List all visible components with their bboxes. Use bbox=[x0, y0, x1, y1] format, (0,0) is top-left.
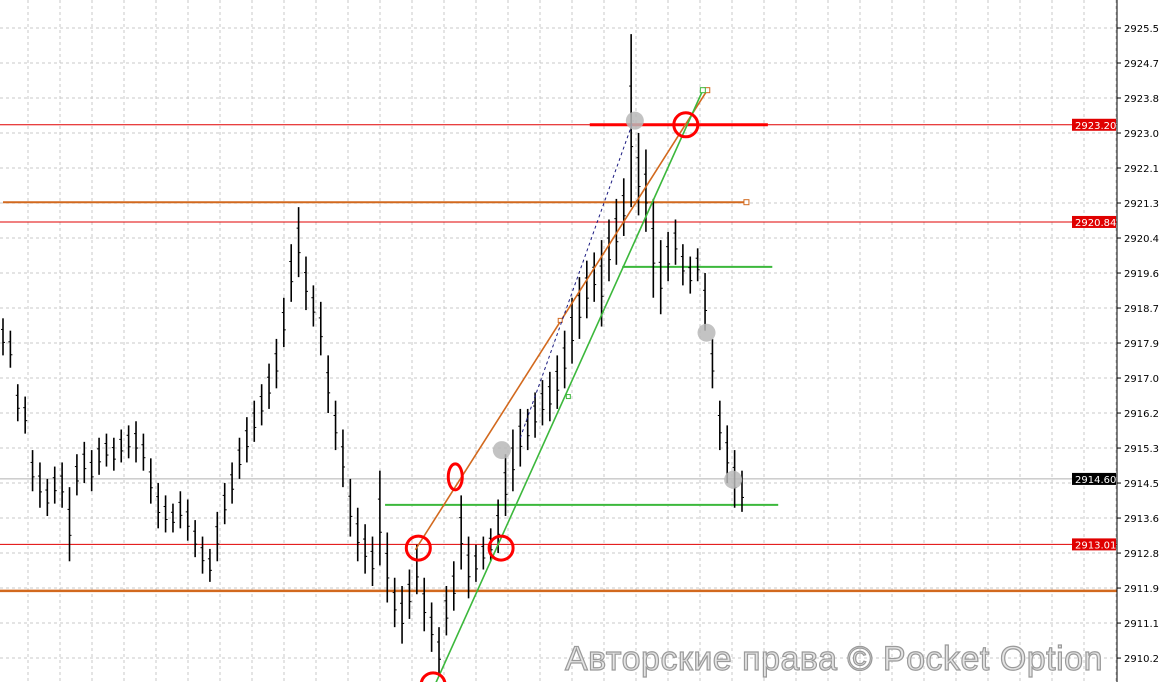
red-circle-annotation bbox=[404, 534, 432, 562]
axis-tick-label: 2914.50 bbox=[1124, 479, 1159, 490]
axis-tick-label: 2916.20 bbox=[1124, 409, 1159, 420]
axis-tick-label: 2917.05 bbox=[1124, 374, 1159, 385]
trendlines[interactable] bbox=[414, 87, 711, 682]
watermark: Авторские права © Pocket Option bbox=[564, 639, 1103, 678]
axis-tick-label: 2913.65 bbox=[1124, 514, 1159, 525]
axis-tick-label: 2920.45 bbox=[1124, 234, 1159, 245]
axis-tick-label: 2917.90 bbox=[1124, 339, 1159, 350]
axis-tick-label: 2924.70 bbox=[1124, 59, 1159, 70]
trendline-anchor bbox=[699, 87, 706, 94]
price-label-bg bbox=[1072, 472, 1116, 485]
axis-tick-label: 2921.30 bbox=[1124, 199, 1159, 210]
price-label-bg bbox=[1072, 538, 1116, 551]
price-labels: 2923.20 2920.84 2914.60 2913.01 bbox=[1072, 118, 1116, 551]
axis-tick-label: 2910.25 bbox=[1124, 654, 1159, 665]
axis-tick-label: 2911.95 bbox=[1124, 584, 1159, 595]
level-anchor-square bbox=[743, 199, 750, 206]
axis-tick-label: 2925.55 bbox=[1124, 24, 1159, 35]
gray-circle-marker bbox=[697, 323, 716, 342]
trendline bbox=[519, 120, 634, 438]
price-label-bg bbox=[1072, 215, 1116, 228]
gray-circle-marker bbox=[724, 470, 743, 489]
axis-tick-label: 2923.00 bbox=[1124, 129, 1159, 140]
axis-tick-label: 2918.75 bbox=[1124, 304, 1159, 315]
trendline-mid-anchor bbox=[565, 394, 571, 400]
red-circle-annotation bbox=[419, 671, 447, 682]
horizontal-levels bbox=[0, 123, 1117, 593]
axis-tick-label: 2923.85 bbox=[1124, 94, 1159, 105]
price-bars bbox=[1, 34, 744, 677]
red-circle-annotation bbox=[672, 111, 700, 139]
red-circle-annotation bbox=[446, 462, 464, 492]
price-label-bg bbox=[1072, 118, 1116, 131]
axis-tick-label: 2911.10 bbox=[1124, 619, 1159, 630]
trendline-mid-anchor bbox=[557, 317, 563, 323]
price-label: 2914.60 bbox=[1075, 475, 1116, 486]
axis-tick-label: 2915.35 bbox=[1124, 444, 1159, 455]
price-label: 2913.01 bbox=[1075, 540, 1116, 551]
axis-tick-label: 2912.80 bbox=[1124, 549, 1159, 560]
price-label: 2920.84 bbox=[1075, 218, 1116, 229]
gray-circle-marker bbox=[492, 441, 511, 460]
price-label: 2923.20 bbox=[1075, 121, 1116, 132]
grid bbox=[0, 0, 1117, 682]
trendline bbox=[435, 89, 704, 682]
red-circle-annotation bbox=[487, 534, 515, 562]
annotation-marks bbox=[404, 111, 743, 682]
axis-tick-label: 2919.60 bbox=[1124, 269, 1159, 280]
price-axis[interactable]: 2925.55 2924.70 2923.85 2923.00 2922.15 2921.… bbox=[1117, 24, 1159, 665]
gray-circle-marker bbox=[625, 111, 644, 130]
axis-tick-label: 2922.15 bbox=[1124, 164, 1159, 175]
